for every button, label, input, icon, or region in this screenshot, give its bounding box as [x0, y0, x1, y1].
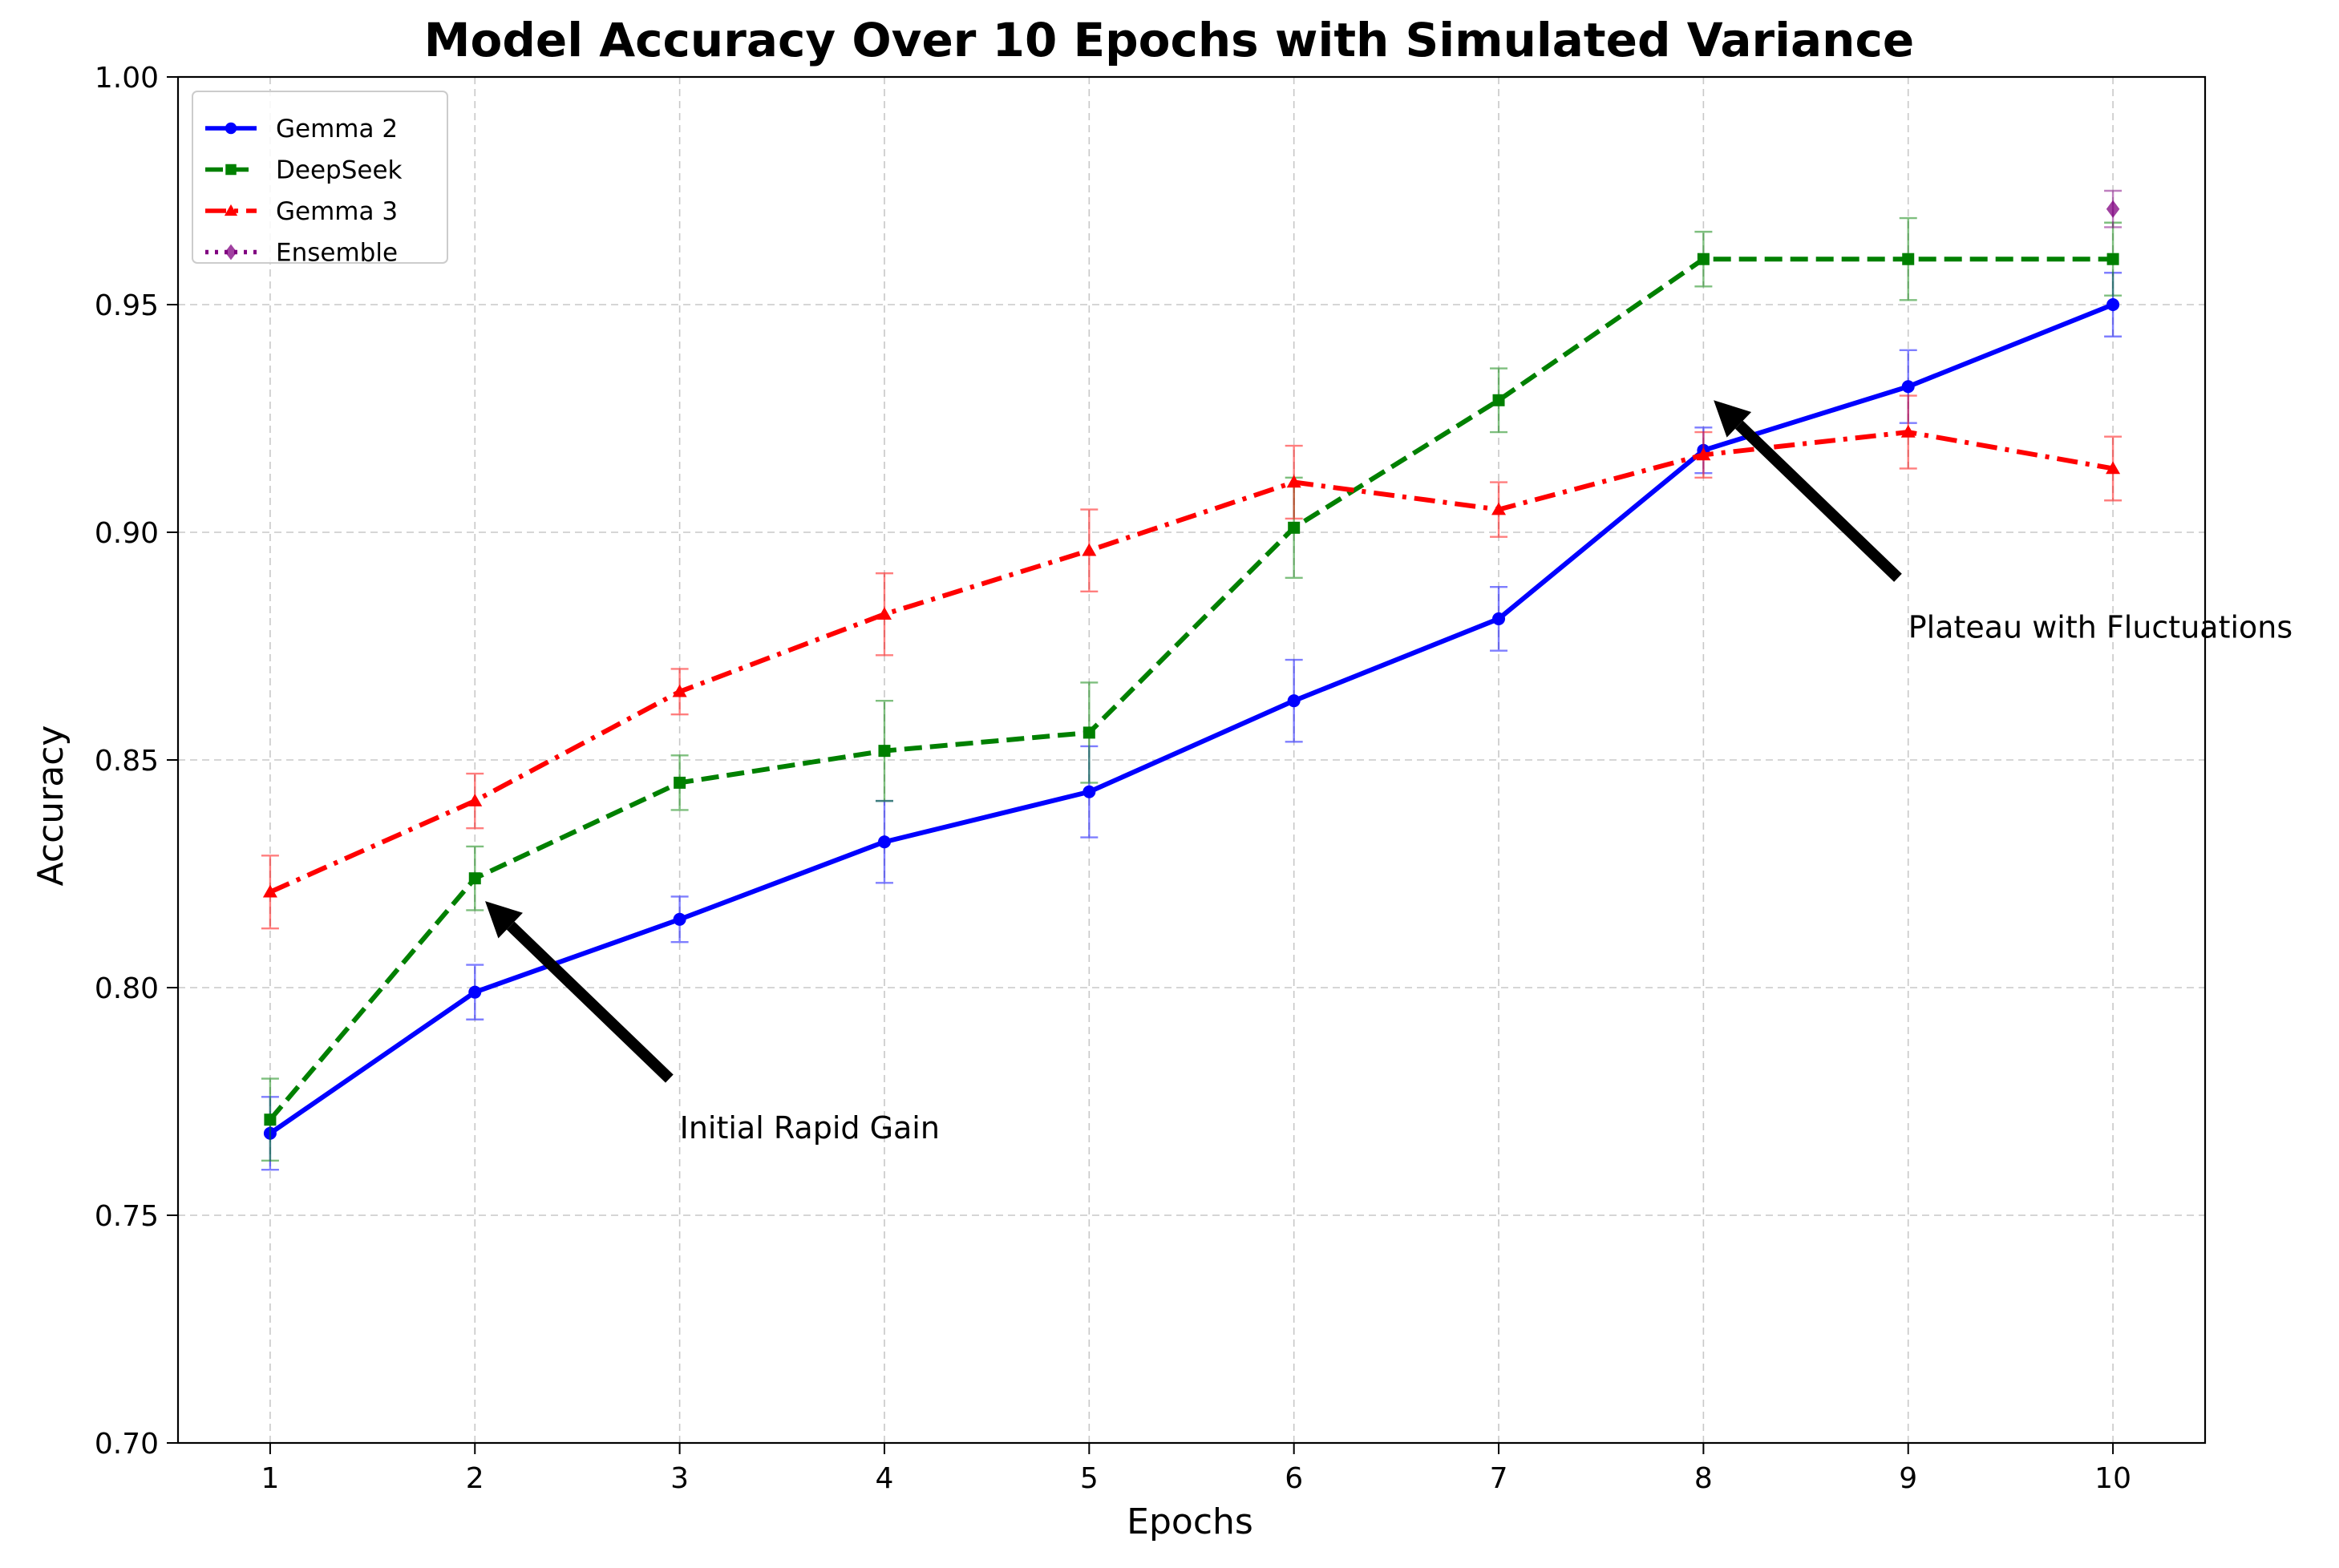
- gemma-3-point: [2106, 461, 2121, 475]
- ensemble-point: [2106, 200, 2120, 218]
- legend: Gemma 2 DeepSeek Gemma 3 Ensemble: [192, 91, 448, 268]
- gemma-3-point: [672, 684, 687, 697]
- gemma-2-point: [1082, 785, 1096, 798]
- annotation-arrow-head: [1714, 400, 1752, 438]
- deepseek-point: [1492, 394, 1505, 406]
- x-tick-label: 9: [1899, 1462, 1917, 1495]
- annotations: Initial Rapid Gain Plateau with Fluctuati…: [485, 400, 2292, 1146]
- gemma-3-point: [1286, 475, 1301, 488]
- legend-entry-deepseek: DeepSeek: [205, 156, 403, 185]
- y-tick-label: 0.95: [95, 289, 159, 322]
- gemma-2-point: [468, 985, 482, 999]
- deepseek-point: [1288, 521, 1301, 534]
- y-tick-label: 1.00: [95, 62, 159, 95]
- gemma-2-line: [269, 302, 2114, 1136]
- deepseek-point: [1902, 253, 1915, 265]
- gemma-3-point: [1900, 425, 1916, 438]
- deepseek-point: [878, 745, 891, 758]
- legend-box: [192, 91, 448, 264]
- legend-marker-gemma-2: [225, 122, 237, 135]
- legend-marker-gemma-3: [224, 204, 238, 216]
- gemma-2-point: [1492, 612, 1506, 625]
- deepseek-series: [261, 216, 2123, 1162]
- deepseek-point: [468, 872, 481, 885]
- x-tick-label: 8: [1694, 1462, 1713, 1495]
- gemma-3-point: [1491, 502, 1507, 515]
- x-tick-label: 4: [876, 1462, 894, 1495]
- annotation-text: Initial Rapid Gain: [680, 1110, 940, 1146]
- deepseek-point: [2106, 253, 2119, 265]
- deepseek-point: [1697, 253, 1710, 265]
- y-tick-label: 0.80: [95, 972, 159, 1005]
- deepseek-point: [1082, 726, 1095, 739]
- legend-entry-gemma-2: Gemma 2: [205, 115, 398, 143]
- axis-ticks: 1 2 3 4 5 6 7 8 9 10 0.70 0.75 0.80 0.85 0.90 0.95 1.00: [95, 62, 2131, 1495]
- gemma-2-point: [2106, 298, 2120, 311]
- gemma-2-point: [1901, 380, 1915, 394]
- annotation: Initial Rapid Gain: [485, 901, 940, 1146]
- legend-label-gemma-2: Gemma 2: [276, 115, 398, 143]
- legend-marker-deepseek: [225, 164, 237, 176]
- chart-title: Model Accuracy Over 10 Epochs with Simul…: [424, 13, 1914, 67]
- annotation: Plateau with Fluctuations: [1714, 400, 2292, 645]
- legend-label-ensemble: Ensemble: [276, 239, 398, 268]
- annotation-text: Plateau with Fluctuations: [1908, 609, 2292, 645]
- gemma-2-point: [673, 912, 686, 926]
- ensemble-series: [2104, 189, 2123, 228]
- x-axis-label: Epochs: [1127, 1501, 1253, 1542]
- annotation-arrow-shaft: [506, 921, 674, 1083]
- gemma-3-line: [269, 430, 2114, 895]
- legend-label-deepseek: DeepSeek: [276, 156, 403, 185]
- legend-entry-ensemble: Ensemble: [205, 239, 398, 268]
- y-axis-label: Accuracy: [30, 725, 71, 887]
- x-tick-label: 3: [670, 1462, 689, 1495]
- annotation-arrow-shaft: [1734, 420, 1902, 582]
- y-tick-label: 0.90: [95, 517, 159, 550]
- gemma-2-point: [1287, 694, 1301, 708]
- x-tick-label: 1: [261, 1462, 279, 1495]
- y-tick-label: 0.75: [95, 1200, 159, 1233]
- gemma-3-series: [261, 394, 2123, 930]
- gemma-3-point: [262, 884, 277, 898]
- y-tick-label: 0.85: [95, 745, 159, 778]
- deepseek-line: [268, 257, 2114, 1121]
- legend-marker-ensemble: [225, 244, 237, 261]
- x-tick-label: 10: [2094, 1462, 2131, 1495]
- x-tick-label: 6: [1285, 1462, 1303, 1495]
- gemma-3-point: [876, 607, 892, 620]
- deepseek-point: [264, 1113, 277, 1126]
- x-tick-label: 7: [1490, 1462, 1508, 1495]
- gemma-3-point: [1696, 447, 1711, 461]
- x-tick-label: 2: [466, 1462, 484, 1495]
- gemma-3-point: [467, 794, 483, 806]
- series: [261, 189, 2123, 1171]
- annotation-arrow-head: [485, 901, 523, 939]
- deepseek-point: [674, 776, 686, 789]
- gemma-2-point: [877, 835, 891, 849]
- plot-frame: [176, 75, 2207, 1445]
- x-tick-label: 5: [1080, 1462, 1099, 1495]
- legend-label-gemma-3: Gemma 3: [276, 197, 398, 226]
- y-tick-label: 0.70: [95, 1428, 159, 1461]
- legend-entry-gemma-3: Gemma 3: [205, 197, 398, 226]
- gemma-3-point: [1082, 543, 1097, 556]
